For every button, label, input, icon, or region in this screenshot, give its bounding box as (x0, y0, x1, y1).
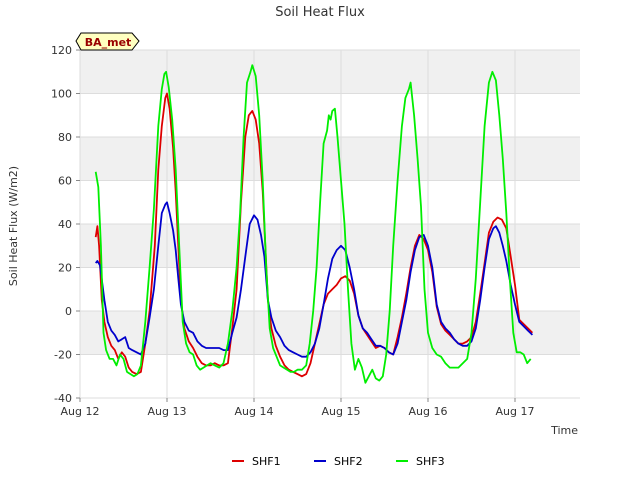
plot-band (80, 137, 580, 181)
station-badge-box (75, 32, 140, 51)
y-axis-ticks: -40 -20 0 20 40 60 80 100 120 (51, 44, 80, 405)
y-tick-label: 0 (65, 305, 72, 318)
x-tick-label: Aug 17 (496, 405, 535, 418)
series-lines (94, 64, 534, 384)
x-tick-label: Aug 15 (322, 405, 361, 418)
station-badge-label: BA_met (85, 36, 132, 49)
legend-label-shf3: SHF3 (416, 455, 445, 468)
grid-lines (79, 49, 580, 399)
chart-title: Soil Heat Flux (275, 5, 365, 20)
x-tick-label: Aug 13 (148, 405, 187, 418)
x-axis-ticks: Aug 12 Aug 13 Aug 14 Aug 15 Aug 16 Aug 17 (61, 398, 535, 418)
station-badge: BA_met (75, 32, 140, 51)
legend-label-shf1: SHF1 (252, 455, 281, 468)
y-tick-label: -40 (54, 392, 72, 405)
y-tick-label: 100 (51, 88, 72, 101)
x-tick-label: Aug 16 (409, 405, 448, 418)
series-line-shf2 (95, 201, 534, 358)
y-axis-label: Soil Heat Flux (W/m2) (7, 166, 20, 286)
y-tick-label: 120 (51, 44, 72, 57)
y-tick-label: 60 (58, 175, 72, 188)
y-tick-label: 40 (58, 218, 72, 231)
legend-label-shf2: SHF2 (334, 455, 363, 468)
y-tick-label: 20 (58, 262, 72, 275)
plot-band (80, 311, 580, 355)
x-tick-label: Aug 12 (61, 405, 100, 418)
x-axis-label: Time (550, 424, 578, 437)
y-tick-label: -20 (54, 349, 72, 362)
chart-legend: SHF1 SHF2 SHF3 (232, 455, 445, 468)
y-tick-label: 80 (58, 131, 72, 144)
x-tick-label: Aug 14 (235, 405, 274, 418)
plot-band (80, 50, 580, 94)
series-line-shf3 (94, 64, 532, 384)
plot-band (80, 224, 580, 268)
